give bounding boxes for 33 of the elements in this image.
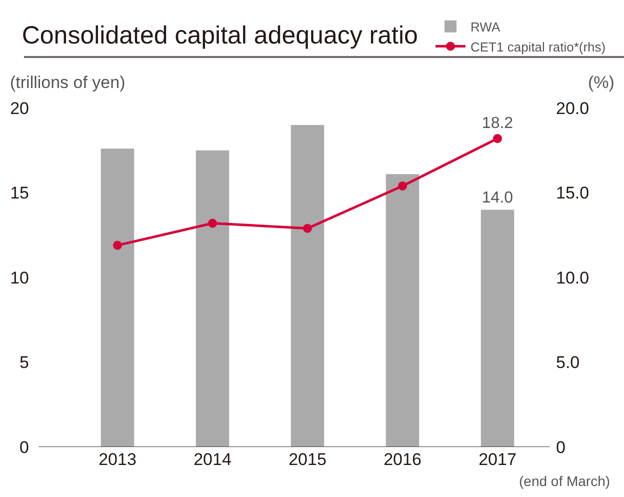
x-tick-label: 2013 <box>98 450 136 469</box>
point <box>493 134 502 144</box>
y2-tick-label: 20.0 <box>556 98 590 118</box>
y2-tick-label: 5.0 <box>556 353 580 372</box>
x-axis-title: (end of March) <box>519 473 610 489</box>
data-label: 14.0 <box>482 190 514 207</box>
y2-tick-label: 10.0 <box>556 268 590 288</box>
y2-axis-title: (%) <box>588 73 614 92</box>
y-tick-label: 15 <box>10 184 29 203</box>
bar <box>290 124 324 447</box>
bar <box>196 150 230 447</box>
chart-title: Consolidated capital adequacy ratio <box>22 22 418 50</box>
y2-tick-label: 0 <box>556 438 566 457</box>
bar <box>100 148 134 447</box>
x-tick-label: 2015 <box>288 450 326 469</box>
y2-tick-label: 15.0 <box>556 184 590 203</box>
data-label: 18.2 <box>482 114 514 132</box>
x-tick-label: 2016 <box>384 450 422 469</box>
y-tick-label: 0 <box>20 438 29 457</box>
x-tick-label: 2017 <box>478 450 516 469</box>
point <box>113 240 122 250</box>
bar <box>386 174 420 447</box>
legend-label: RWA <box>470 19 500 34</box>
legend-label: CET1 capital ratio*(rhs) <box>470 39 606 54</box>
x-tick-label: 2014 <box>194 450 232 469</box>
y-tick-label: 20 <box>10 98 29 118</box>
bar <box>480 210 514 447</box>
point <box>398 181 407 190</box>
y-tick-label: 5 <box>20 353 29 372</box>
y-axis-title: (trillions of yen) <box>10 73 126 92</box>
point <box>208 218 217 228</box>
point <box>303 224 312 233</box>
y-tick-label: 10 <box>10 268 29 288</box>
